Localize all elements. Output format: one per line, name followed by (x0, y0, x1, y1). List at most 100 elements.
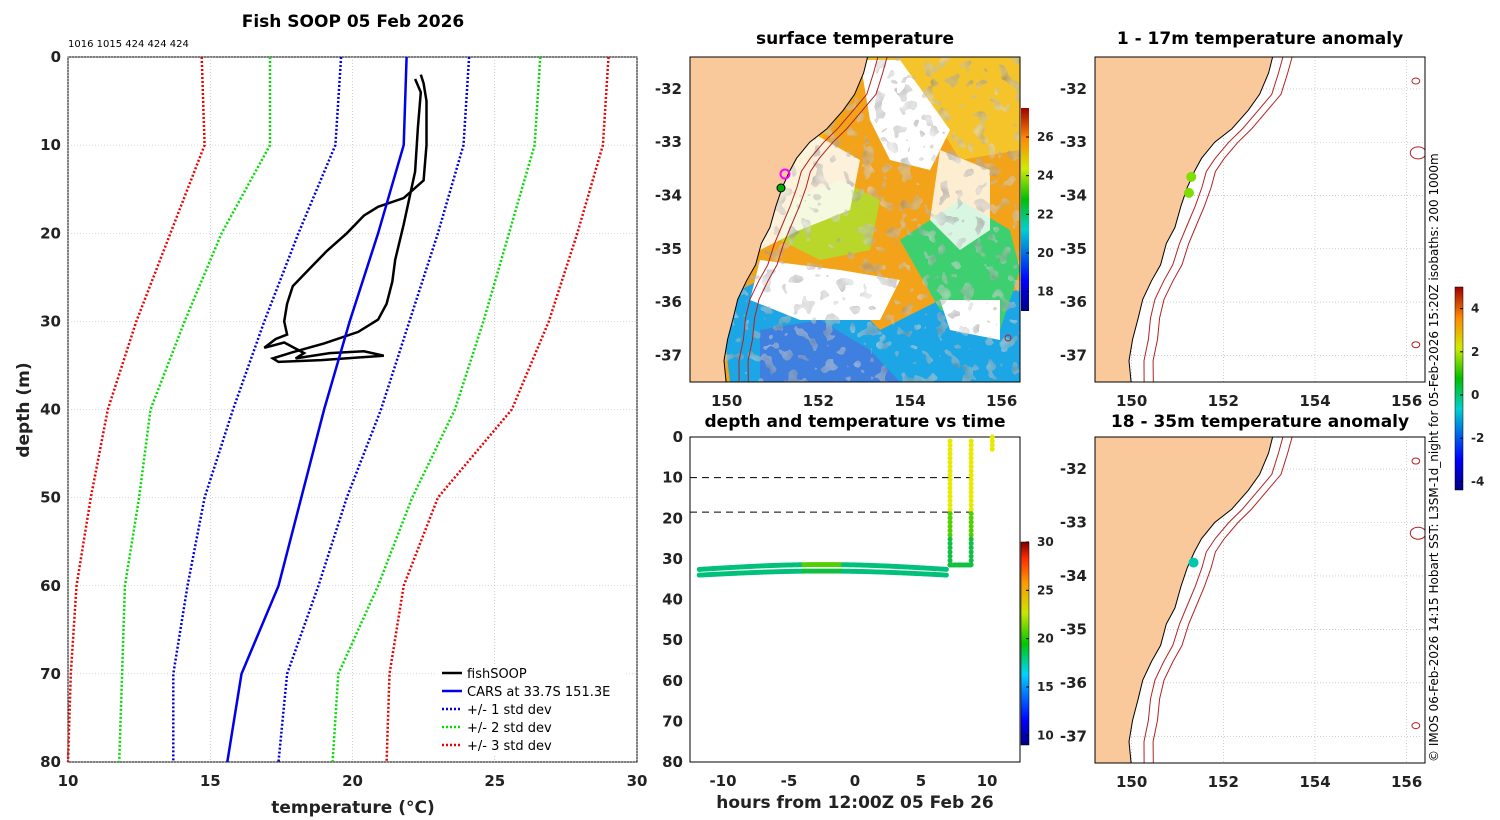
colorbar-tick-label: 30 (1037, 535, 1054, 549)
track-point (947, 468, 953, 474)
time-track (696, 434, 995, 578)
track-point (947, 451, 953, 457)
anomaly-deep-box (1094, 436, 1426, 764)
legend-label: fishSOOP (467, 667, 527, 682)
anomaly-deep-panel: 18 - 35m temperature anomaly 150 152 154 15… (1060, 412, 1426, 791)
profile-x-tick-label: 30 (627, 772, 648, 790)
profile-series (66, 56, 610, 763)
profile-series-line (331, 56, 542, 763)
map-x-tick-label: 150 (711, 392, 742, 410)
track-point (947, 447, 953, 453)
map-y-tick-label: -32 (1060, 460, 1087, 478)
colorbar-tick-label: 22 (1037, 207, 1054, 221)
profile-title: Fish SOOP 05 Feb 2026 (242, 12, 465, 32)
copyright-note: © IMOS 06-Feb-2026 14:15 Hobart SST: L3S… (1427, 153, 1441, 762)
profile-series-line (117, 57, 272, 763)
colorbar-tick-label: 26 (1037, 130, 1054, 144)
track-point (968, 506, 974, 512)
map-y-tick-label: -37 (1060, 727, 1087, 745)
island-contour (1411, 457, 1421, 465)
time-y-tick-label: 20 (662, 509, 683, 527)
profile-ylabel: depth (m) (14, 362, 34, 457)
profile-y-tick-label: 60 (40, 577, 61, 595)
time-y-tick-label: 10 (662, 469, 683, 487)
legend-label: +/- 2 std dev (467, 721, 552, 736)
track-point (943, 572, 949, 578)
profile-y-tick-label: 70 (40, 665, 61, 683)
track-point (989, 446, 995, 452)
sst-colorbar (1021, 108, 1029, 311)
map-y-tick-label: -34 (1060, 187, 1087, 205)
map-y-tick-label: -36 (1060, 293, 1087, 311)
track-point (947, 519, 953, 525)
colorbar-tick-label: 4 (1471, 302, 1479, 316)
profile-y-tick-label: 0 (51, 48, 61, 66)
track-point (968, 562, 974, 568)
profile-x-tick-label: 20 (342, 772, 363, 790)
colorbar-tick-label: 18 (1037, 285, 1054, 299)
track-point (943, 566, 949, 572)
profile-series-line (263, 74, 428, 364)
profile-series-line (226, 56, 408, 763)
legend-label: CARS at 33.7S 151.3E (467, 685, 610, 700)
anomaly-point (1183, 187, 1194, 198)
track-point (947, 455, 953, 461)
anomaly-point (1188, 557, 1199, 568)
time-xlabel: hours from 12:00Z 05 Feb 26 (716, 793, 994, 813)
map-y-tick-label: -32 (655, 80, 682, 98)
colorbar-tick-label: -2 (1471, 431, 1484, 445)
time-panel: depth and temperature vs time -10 -5 0 5 10 0… (662, 412, 1054, 813)
map-x-tick-label: 152 (803, 392, 834, 410)
track-point (968, 502, 974, 508)
anomaly-deep-ticks: 150 152 154 156 -32 -33 -34 -35 -36 -37 (1060, 460, 1422, 791)
time-y-tick-label: 0 (673, 428, 683, 446)
track-point (968, 494, 974, 500)
map-x-tick-label: 150 (1116, 392, 1147, 410)
track-point (968, 519, 974, 525)
anomaly-shallow-map (1095, 57, 1425, 382)
track-point (968, 498, 974, 504)
map-y-tick-label: -37 (655, 346, 682, 364)
track-point (947, 476, 953, 482)
track-point (968, 481, 974, 487)
anomaly-colorbar-ticks: -4 -2 0 2 4 (1460, 302, 1484, 488)
profile-y-tick-label: 80 (40, 753, 61, 771)
map-x-tick-label: 152 (1208, 392, 1239, 410)
track-point (968, 442, 974, 448)
colorbar-tick-label: -4 (1471, 474, 1484, 488)
profile-x-tick-label: 25 (484, 772, 505, 790)
track-point (947, 494, 953, 500)
track-point (947, 459, 953, 465)
profile-series-line (385, 56, 610, 763)
track-point (947, 511, 953, 517)
track-point (968, 459, 974, 465)
sst-map-image (690, 57, 1020, 382)
anomaly-shallow-panel: 1 - 17m temperature anomaly 150 152 154 156… (1060, 29, 1484, 491)
anomaly-colorbar (1454, 286, 1464, 491)
map-y-tick-label: -35 (655, 240, 682, 258)
map-y-tick-label: -37 (1060, 346, 1087, 364)
track-point (947, 464, 953, 470)
map-y-tick-label: -35 (1060, 240, 1087, 258)
track-point (989, 438, 995, 444)
anomaly-deep-map (1095, 437, 1425, 763)
track-point (947, 506, 953, 512)
map-y-tick-label: -36 (1060, 674, 1087, 692)
sst-colorbar-ticks: 18 20 22 24 26 (1026, 130, 1054, 299)
map-y-tick-label: -33 (655, 133, 682, 151)
track-point (989, 434, 995, 440)
map-y-tick-label: -32 (1060, 80, 1087, 98)
time-colorbar-ticks: 10 15 20 25 30 (1026, 535, 1054, 742)
time-x-tick-label: 5 (916, 772, 926, 790)
colorbar-tick-label: 20 (1037, 246, 1054, 260)
time-title: depth and temperature vs time (705, 412, 1006, 432)
colorbar-tick-label: 25 (1037, 583, 1054, 597)
profile-x-tick-label: 10 (58, 772, 79, 790)
colorbar-tick-label: 20 (1037, 632, 1054, 646)
map-x-tick-label: 154 (1299, 392, 1330, 410)
track-point (947, 536, 953, 542)
track-point (968, 451, 974, 457)
track-point (947, 532, 953, 538)
track-point (968, 545, 974, 551)
